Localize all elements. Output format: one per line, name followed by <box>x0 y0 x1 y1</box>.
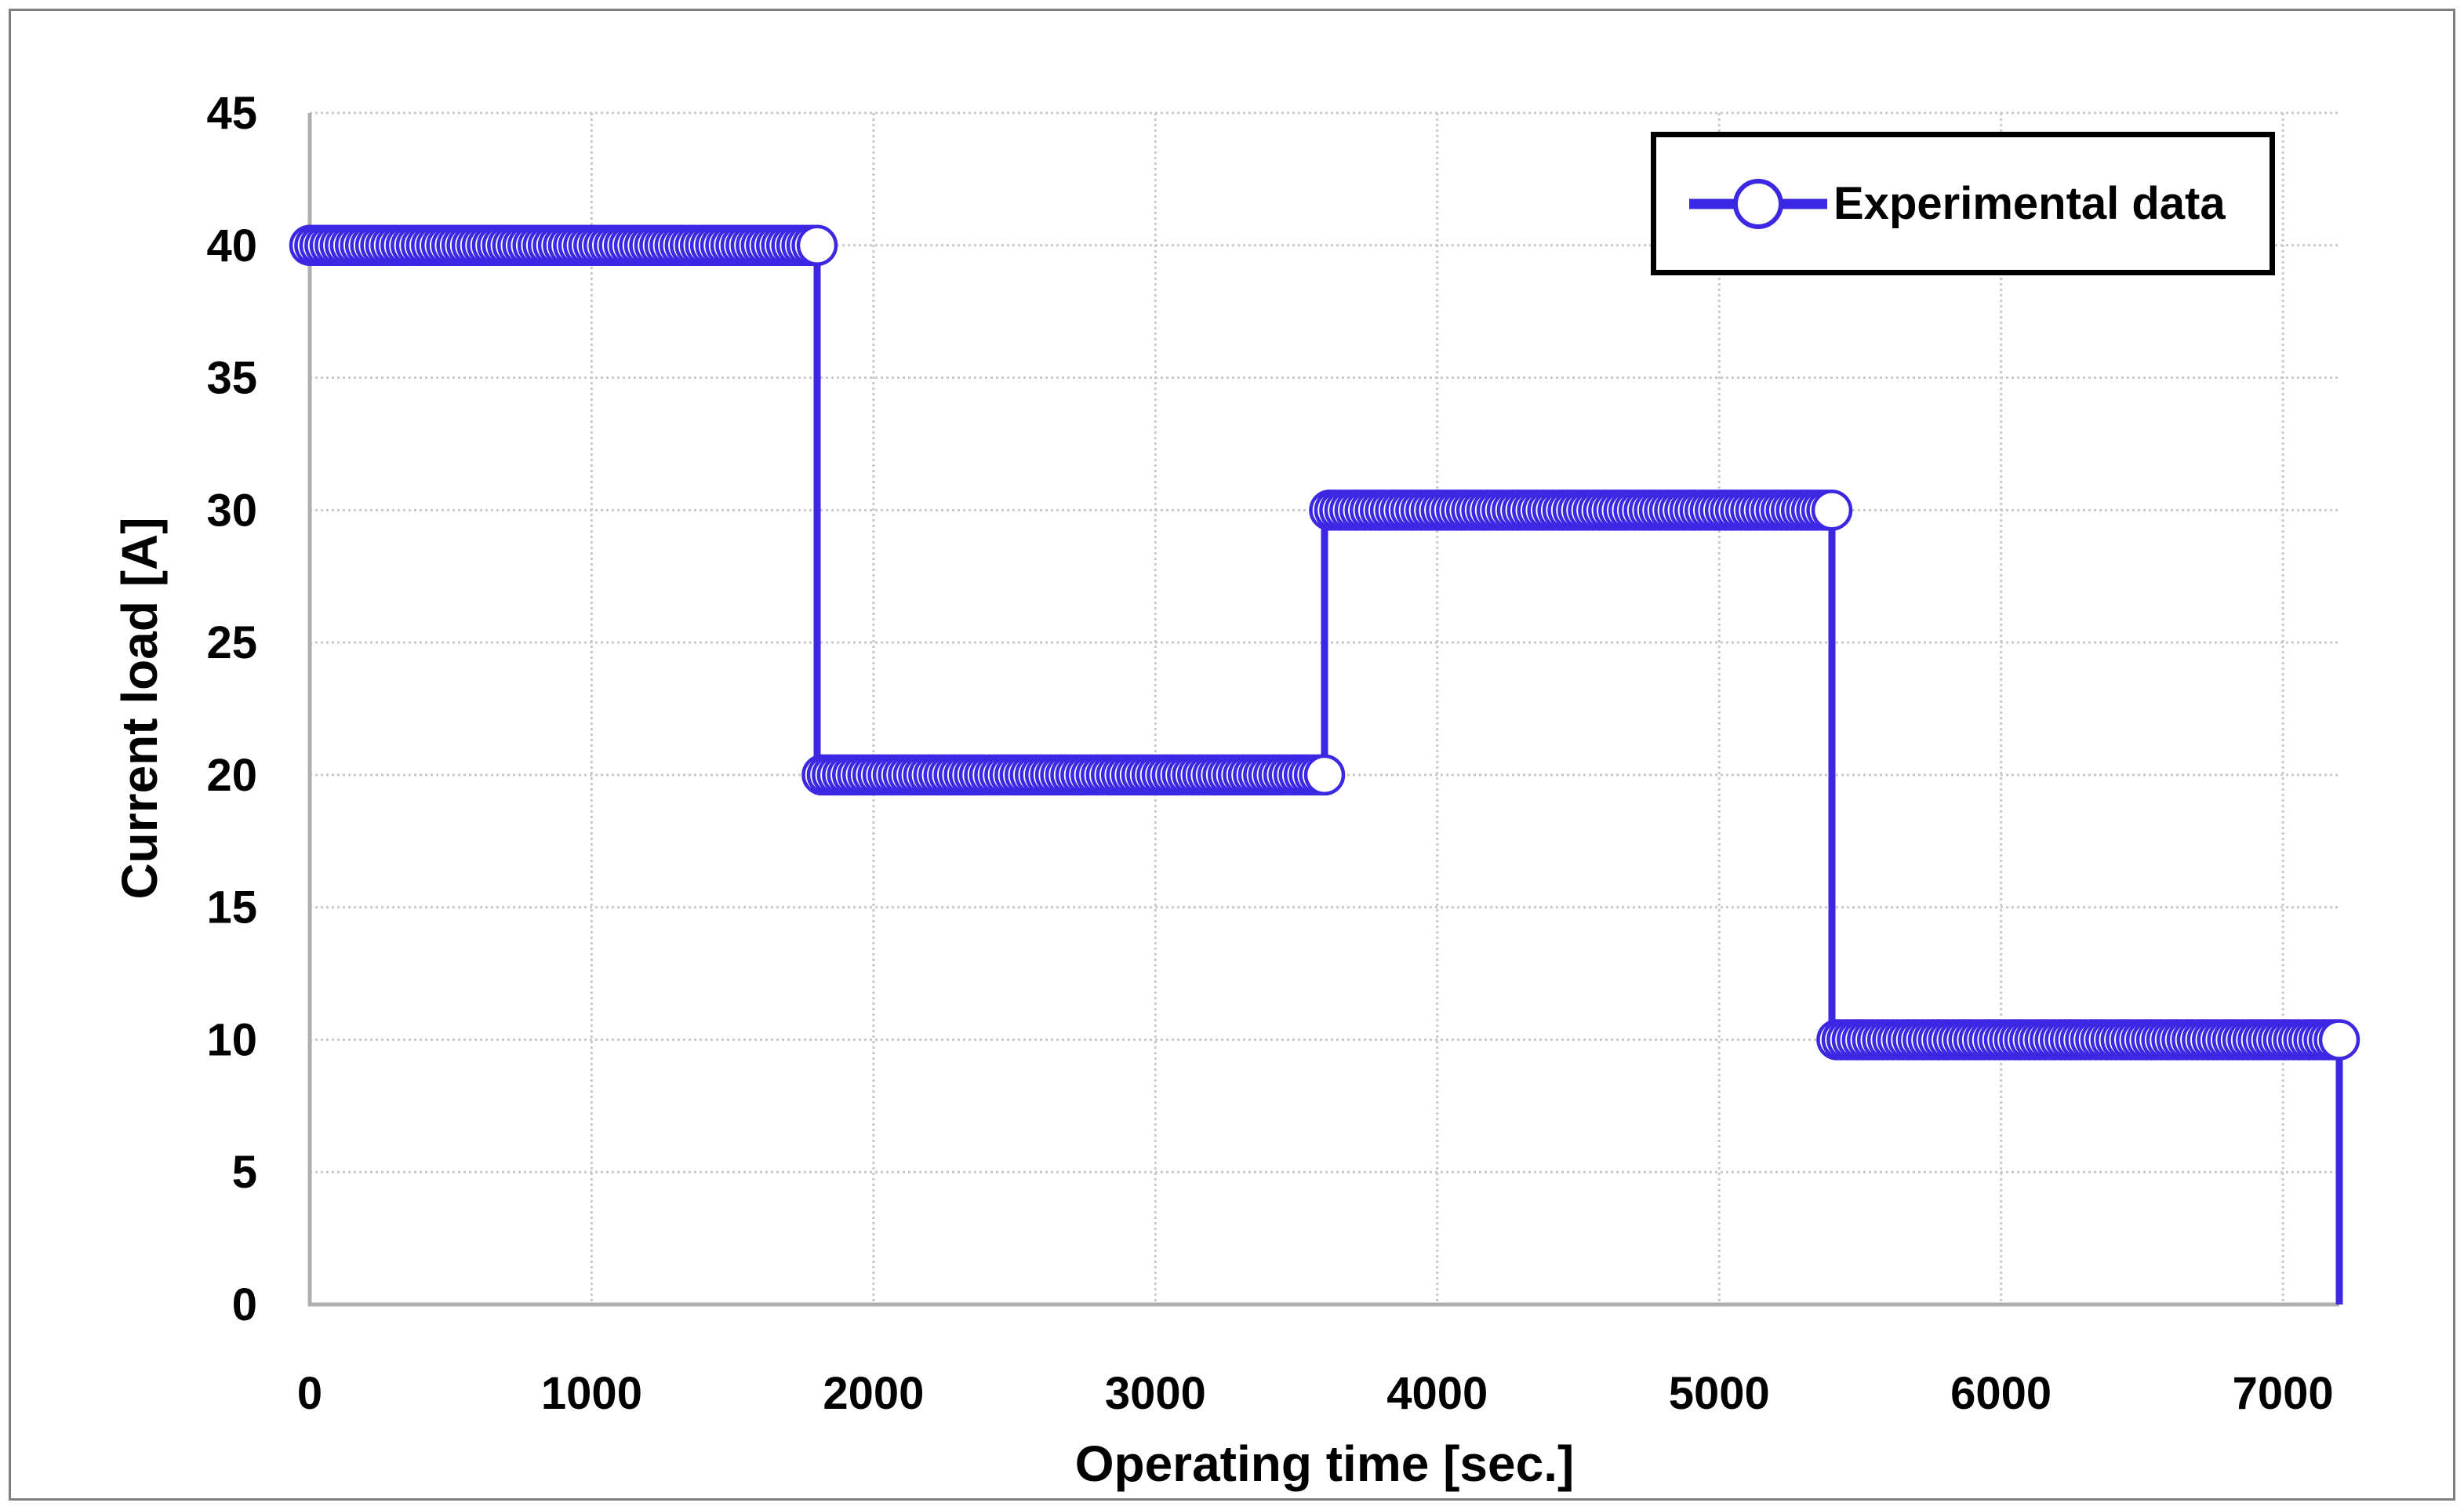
x-tick-label-2000: 2000 <box>823 1368 924 1419</box>
y-tick-label-20: 20 <box>206 750 257 801</box>
y-tick-label-45: 45 <box>206 88 257 139</box>
figure-border <box>9 9 2455 1501</box>
data-point-marker <box>2318 1019 2360 1061</box>
y-axis-title: Current load [A] <box>111 517 168 900</box>
y-tick-label-10: 10 <box>206 1014 257 1065</box>
y-tick-label-30: 30 <box>206 485 257 536</box>
y-tick-label-5: 5 <box>232 1147 257 1198</box>
data-point-marker <box>1811 489 1853 531</box>
x-tick-label-6000: 6000 <box>1950 1368 2052 1419</box>
x-axis-title: Operating time [sec.] <box>1074 1435 1575 1492</box>
y-tick-label-0: 0 <box>232 1279 257 1330</box>
x-tick-label-4000: 4000 <box>1386 1368 1488 1419</box>
legend-circle-marker <box>1733 178 1783 229</box>
x-tick-label-7000: 7000 <box>2233 1368 2334 1419</box>
x-tick-label-0: 0 <box>297 1368 322 1419</box>
y-tick-label-40: 40 <box>206 220 257 271</box>
x-tick-label-3000: 3000 <box>1105 1368 1206 1419</box>
y-tick-label-35: 35 <box>206 353 257 404</box>
legend-marker-sample <box>1689 178 1827 229</box>
legend: Experimental data <box>1651 132 2275 275</box>
x-tick-label-1000: 1000 <box>541 1368 642 1419</box>
y-tick-label-25: 25 <box>206 617 257 668</box>
legend-label: Experimental data <box>1833 178 2226 229</box>
data-point-marker <box>1303 754 1346 796</box>
data-point-marker <box>796 224 838 267</box>
x-tick-label-5000: 5000 <box>1669 1368 1770 1419</box>
y-tick-label-15: 15 <box>206 882 257 933</box>
